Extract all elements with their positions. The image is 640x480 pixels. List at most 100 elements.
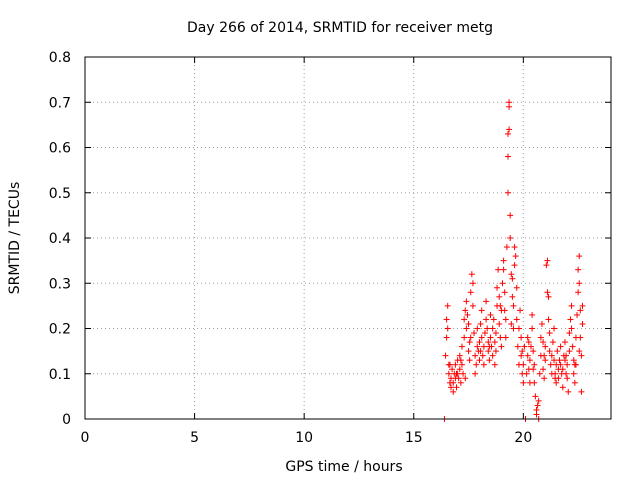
data-point <box>456 352 463 359</box>
data-point <box>466 357 473 364</box>
data-point <box>547 361 554 368</box>
data-point <box>450 379 457 386</box>
data-point <box>554 348 561 355</box>
data-point <box>514 343 521 350</box>
data-points <box>441 99 586 422</box>
data-point <box>473 361 480 368</box>
data-point <box>501 289 508 296</box>
data-point <box>462 375 469 382</box>
data-point <box>525 339 532 346</box>
data-point <box>571 361 578 368</box>
data-point <box>502 316 509 323</box>
data-point <box>548 352 555 359</box>
data-point <box>561 339 568 346</box>
data-point <box>517 307 524 314</box>
data-point <box>472 370 479 377</box>
data-point <box>528 343 535 350</box>
data-point <box>521 343 528 350</box>
data-point <box>542 357 549 364</box>
grid <box>85 57 611 419</box>
data-point <box>576 280 583 287</box>
data-point <box>464 311 471 318</box>
data-point <box>483 298 490 305</box>
data-point <box>504 153 511 160</box>
data-point <box>532 393 539 400</box>
data-point <box>507 235 514 241</box>
data-point <box>504 189 511 196</box>
y-tick-label: 0.1 <box>49 367 71 383</box>
data-point <box>474 325 481 332</box>
data-point <box>551 357 558 364</box>
data-point <box>506 99 513 106</box>
data-point <box>524 334 531 341</box>
data-point <box>480 343 487 350</box>
data-point <box>445 370 452 377</box>
data-point <box>570 370 577 377</box>
data-point <box>566 330 573 337</box>
data-point <box>541 375 548 382</box>
data-point <box>492 330 499 337</box>
data-point <box>458 343 465 350</box>
data-point <box>477 320 484 327</box>
data-point <box>444 302 451 309</box>
data-point <box>577 334 584 341</box>
data-point <box>495 266 502 273</box>
data-point <box>568 302 575 309</box>
data-point <box>542 343 549 350</box>
data-point <box>460 370 467 377</box>
data-point <box>443 334 450 341</box>
data-point <box>446 361 453 368</box>
data-point <box>523 370 530 377</box>
y-tick-label: 0.7 <box>49 95 71 111</box>
data-point <box>576 348 583 355</box>
data-point <box>538 320 545 327</box>
data-point <box>541 352 548 359</box>
data-point <box>529 311 536 318</box>
data-point <box>499 280 506 287</box>
data-point <box>568 325 575 332</box>
data-point <box>556 357 563 364</box>
data-point <box>490 316 497 323</box>
data-point <box>561 357 568 364</box>
data-point <box>579 320 586 327</box>
data-point <box>552 375 559 382</box>
y-tick-label: 0.8 <box>49 50 71 66</box>
data-point <box>477 348 484 355</box>
data-point <box>508 271 515 278</box>
data-point <box>559 384 566 391</box>
data-point <box>463 298 470 305</box>
x-tick-label: 15 <box>405 430 423 446</box>
data-point <box>579 302 586 309</box>
data-point <box>513 284 520 291</box>
y-tick-label: 0.2 <box>49 322 71 338</box>
data-point <box>509 293 516 300</box>
data-point <box>448 384 455 391</box>
data-point <box>484 325 491 332</box>
data-point <box>530 348 537 355</box>
data-point <box>480 361 487 368</box>
data-point <box>476 357 483 364</box>
data-point <box>570 357 577 364</box>
data-point <box>533 411 540 418</box>
data-point <box>571 379 578 386</box>
y-tick-label: 0 <box>62 412 71 428</box>
data-point <box>465 320 472 327</box>
data-point <box>453 384 460 391</box>
data-point <box>513 316 520 323</box>
data-point <box>546 348 553 355</box>
data-point <box>453 370 460 377</box>
data-point <box>511 262 518 269</box>
data-point <box>481 330 488 337</box>
data-point <box>524 352 531 359</box>
data-point <box>563 352 570 359</box>
x-tick-label: 0 <box>81 430 90 446</box>
data-point <box>530 366 537 373</box>
data-point <box>557 361 564 368</box>
data-point <box>492 348 499 355</box>
data-point <box>540 339 547 346</box>
data-point <box>461 316 468 323</box>
data-point <box>457 357 464 364</box>
data-point <box>467 289 474 296</box>
data-point <box>509 275 516 282</box>
